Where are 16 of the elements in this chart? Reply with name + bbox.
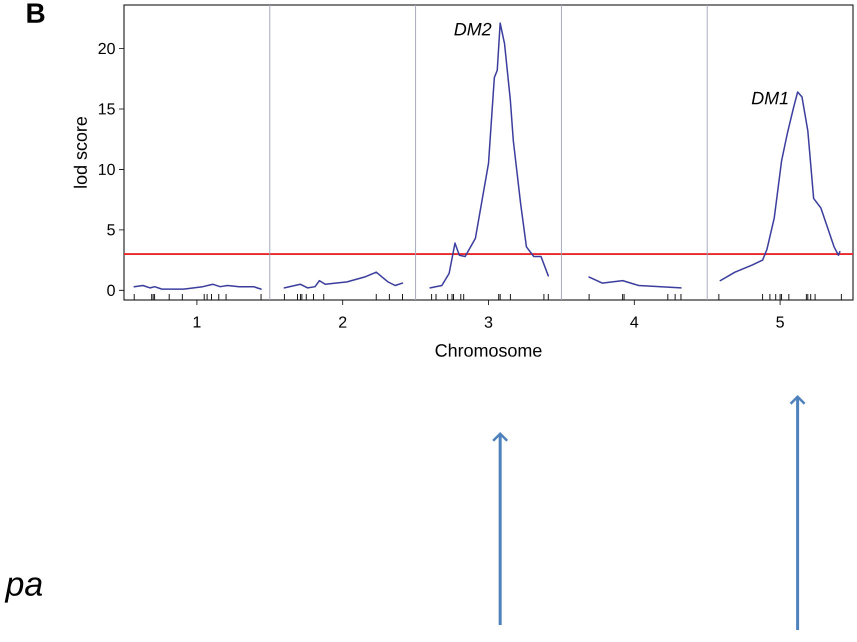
text: B (27, 4, 44, 23)
text: pa (4, 577, 42, 603)
annotation: DM1 (752, 92, 788, 104)
x-tick-label: 5 (776, 316, 784, 328)
y-tick-label: 5 (107, 224, 115, 236)
x-tick-label: 2 (339, 316, 346, 328)
x-tick-label: 1 (194, 316, 201, 328)
y-tick-label: 10 (98, 164, 115, 176)
y-tick-label: 20 (98, 42, 115, 54)
x-tick-label: 3 (484, 316, 492, 328)
x-axis-title: Chromosome (436, 344, 542, 357)
x-tick-label: 4 (630, 316, 638, 328)
y-axis-title: lod score (74, 116, 87, 188)
y-tick-label: 15 (98, 103, 115, 115)
y-tick-label: 0 (107, 284, 115, 296)
annotation: DM2 (454, 22, 492, 36)
